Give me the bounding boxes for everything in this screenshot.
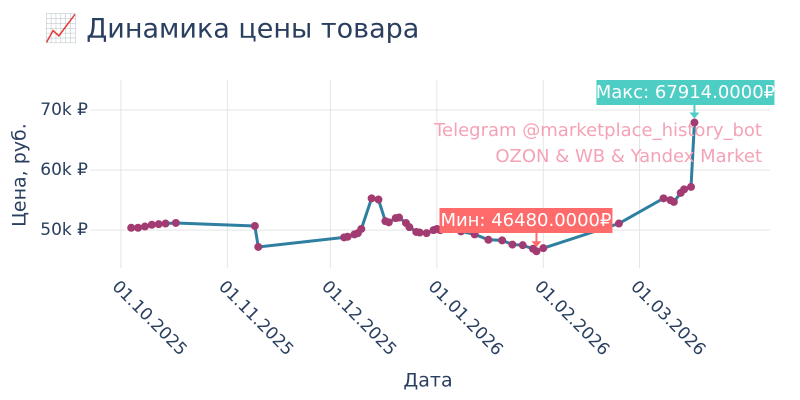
price-point [357,224,366,233]
price-point [422,229,431,238]
price-point [687,182,696,191]
price-point [134,223,143,232]
watermark: Telegram @marketplace_history_bot [433,120,762,141]
x-tick-label: 01.03.2026 [626,277,709,360]
x-tick-label: 01.02.2026 [530,277,613,360]
price-point [405,223,414,232]
min-annotation-arrowhead [531,241,542,248]
price-point [367,194,376,203]
price-point [171,218,180,227]
y-tick-label: 70k ₽ [40,100,88,120]
y-axis-title: Цена, руб. [9,123,31,227]
price-point [532,247,541,256]
price-point [374,195,383,204]
max-annotation-label: Макс: 67914.0000₽ [596,82,775,103]
price-point [127,223,136,232]
price-point [161,219,170,228]
max-annotation-box [596,80,775,105]
min-annotation-box [439,208,613,233]
x-tick-label: 01.10.2025 [108,277,191,360]
price-point [154,220,163,229]
price-point [498,236,507,245]
price-point [518,241,527,250]
price-point [384,218,393,227]
price-point [147,220,156,229]
price-point [484,235,493,244]
price-point [254,242,263,251]
price-point [690,118,699,127]
x-tick-label: 01.12.2025 [317,277,400,360]
y-tick-label: 50k ₽ [40,220,88,240]
watermark: OZON & WB & Yandex Market [495,146,762,167]
max-annotation-arrowhead [689,112,700,119]
price-point [140,222,149,231]
x-axis-title: Дата [403,370,452,392]
price-point [659,194,668,203]
x-tick-label: 01.01.2026 [424,277,507,360]
price-point [343,232,352,241]
price-point [669,197,678,206]
price-point [415,228,424,237]
price-point [539,244,548,253]
price-point [614,219,623,228]
price-point [250,221,259,230]
chart-title: 📈 Динамика цены товара [44,13,419,45]
price-point [395,213,404,222]
y-tick-label: 60k ₽ [40,160,88,180]
min-annotation-label: Мин: 46480.0000₽ [440,210,611,231]
price-point [680,185,689,194]
price-point [508,240,517,249]
x-tick-label: 01.11.2025 [214,277,297,360]
